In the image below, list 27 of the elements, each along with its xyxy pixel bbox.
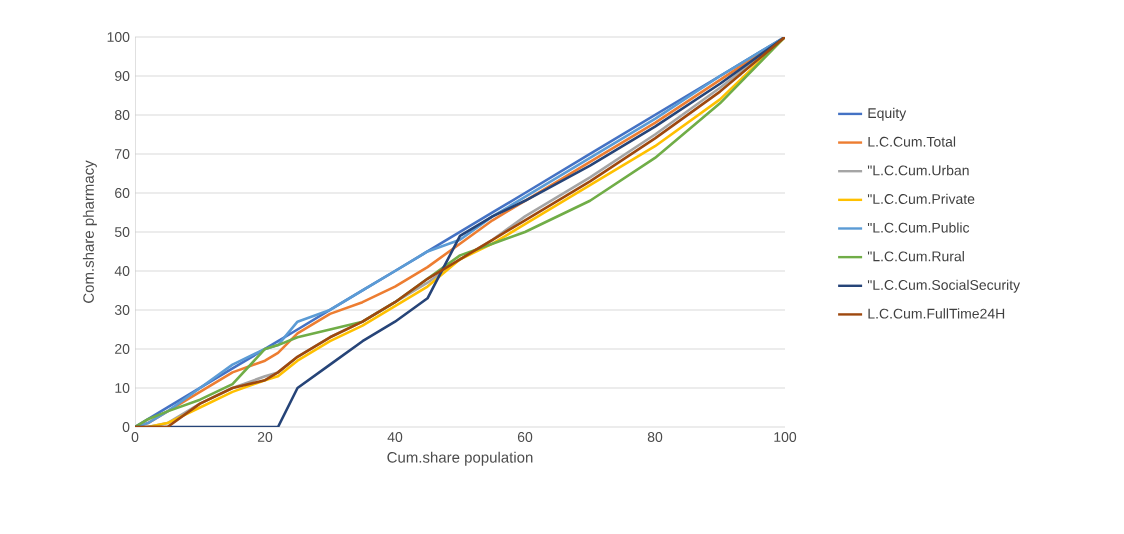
x-axis-title: Cum.share population (387, 451, 533, 466)
x-tick-label: 60 (517, 432, 533, 442)
legend-label: "L.C.Cum.Private (867, 193, 975, 204)
y-tick-label: 70 (115, 149, 130, 159)
y-tick-label: 30 (114, 305, 130, 315)
y-tick-label: 20 (115, 344, 130, 354)
x-tick-label: 100 (774, 432, 797, 442)
legend-label: L.C.Cum.Total (868, 136, 956, 147)
y-tick-label: 100 (107, 32, 130, 42)
y-tick-label: 0 (122, 422, 130, 432)
y-tick-label: 40 (114, 266, 130, 276)
legend-label: "L.C.Cum.Urban (867, 165, 969, 176)
y-tick-label: 90 (115, 71, 130, 81)
legend-label: "L.C.Cum.SocialSecurity (867, 279, 1021, 293)
legend-label: "L.C.Cum.Public (867, 222, 970, 233)
y-tick-label: 60 (115, 188, 130, 198)
y-tick-label: 80 (114, 110, 130, 120)
legend-label: "L.C.Cum.Rural (867, 251, 964, 262)
legend-label: L.C.Cum.FullTime24H (868, 308, 1005, 319)
legend-label: Equity (868, 107, 907, 121)
x-tick-label: 20 (257, 432, 273, 442)
x-tick-label: 0 (131, 432, 139, 442)
y-axis-title: Com.share pharmacy (82, 160, 97, 303)
x-tick-label: 80 (647, 432, 663, 442)
y-tick-label: 10 (115, 383, 130, 393)
x-tick-label: 40 (387, 432, 403, 442)
y-tick-label: 50 (114, 227, 130, 237)
